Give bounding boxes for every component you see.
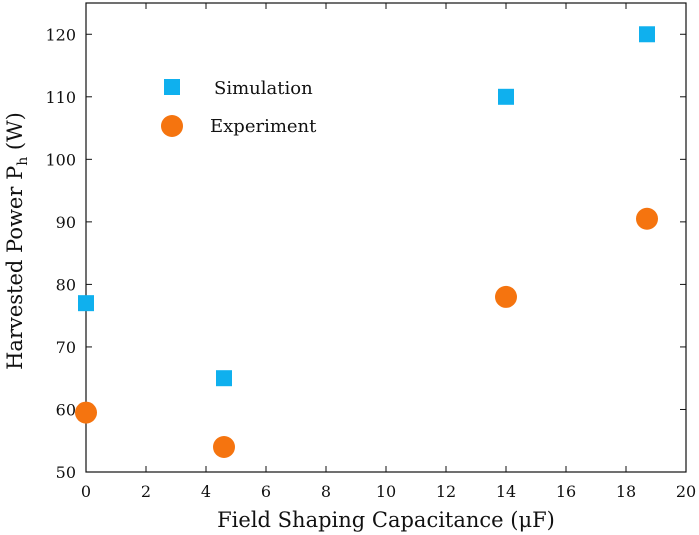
x-tick-label: 8 (321, 482, 331, 501)
x-tick-label: 4 (201, 482, 211, 501)
y-tick-label: 110 (45, 88, 76, 107)
plot-frame (85, 2, 687, 473)
simulation-point (78, 295, 94, 312)
plot-area-border (85, 2, 687, 473)
simulation-point (216, 370, 232, 387)
x-tick-label: 12 (436, 482, 456, 501)
y-axis-label-unit: (W) (3, 112, 27, 157)
x-tick-label: 14 (496, 482, 516, 501)
data-marks (75, 26, 658, 458)
simulation-point (639, 26, 655, 43)
experiment-point (213, 435, 235, 458)
legend-label-simulation: Simulation (214, 78, 313, 99)
x-axis-ticks: 0 2 4 6 8 10 12 14 16 18 20 (81, 3, 696, 501)
experiment-point (495, 285, 517, 308)
x-tick-label: 10 (376, 482, 396, 501)
x-tick-label: 6 (261, 482, 271, 501)
y-axis-label-main: Harvested Power P (3, 166, 27, 370)
y-tick-label: 50 (56, 463, 76, 482)
y-axis-label: Harvested Power Ph (W) (3, 112, 31, 370)
legend: Simulation Experiment (161, 78, 317, 137)
y-tick-label: 80 (56, 275, 76, 294)
x-tick-label: 20 (676, 482, 696, 501)
y-axis-label-subscript: h (15, 157, 31, 166)
y-tick-label: 90 (56, 213, 76, 232)
experiment-point (75, 401, 97, 424)
x-tick-label: 2 (141, 482, 151, 501)
x-axis-label: Field Shaping Capacitance (μF) (217, 508, 555, 532)
legend-label-experiment: Experiment (210, 116, 317, 137)
y-axis-ticks: 50 60 70 80 90 100 110 120 (45, 25, 686, 482)
experiment-point (636, 207, 658, 230)
x-tick-label: 0 (81, 482, 91, 501)
y-tick-label: 100 (45, 150, 76, 169)
y-tick-label: 60 (56, 400, 76, 419)
legend-experiment-marker (161, 115, 183, 137)
y-tick-label: 120 (45, 25, 76, 44)
x-tick-label: 18 (616, 482, 636, 501)
simulation-point (498, 88, 514, 105)
x-tick-label: 16 (556, 482, 576, 501)
legend-simulation-marker (164, 79, 180, 95)
y-tick-label: 70 (56, 338, 76, 357)
